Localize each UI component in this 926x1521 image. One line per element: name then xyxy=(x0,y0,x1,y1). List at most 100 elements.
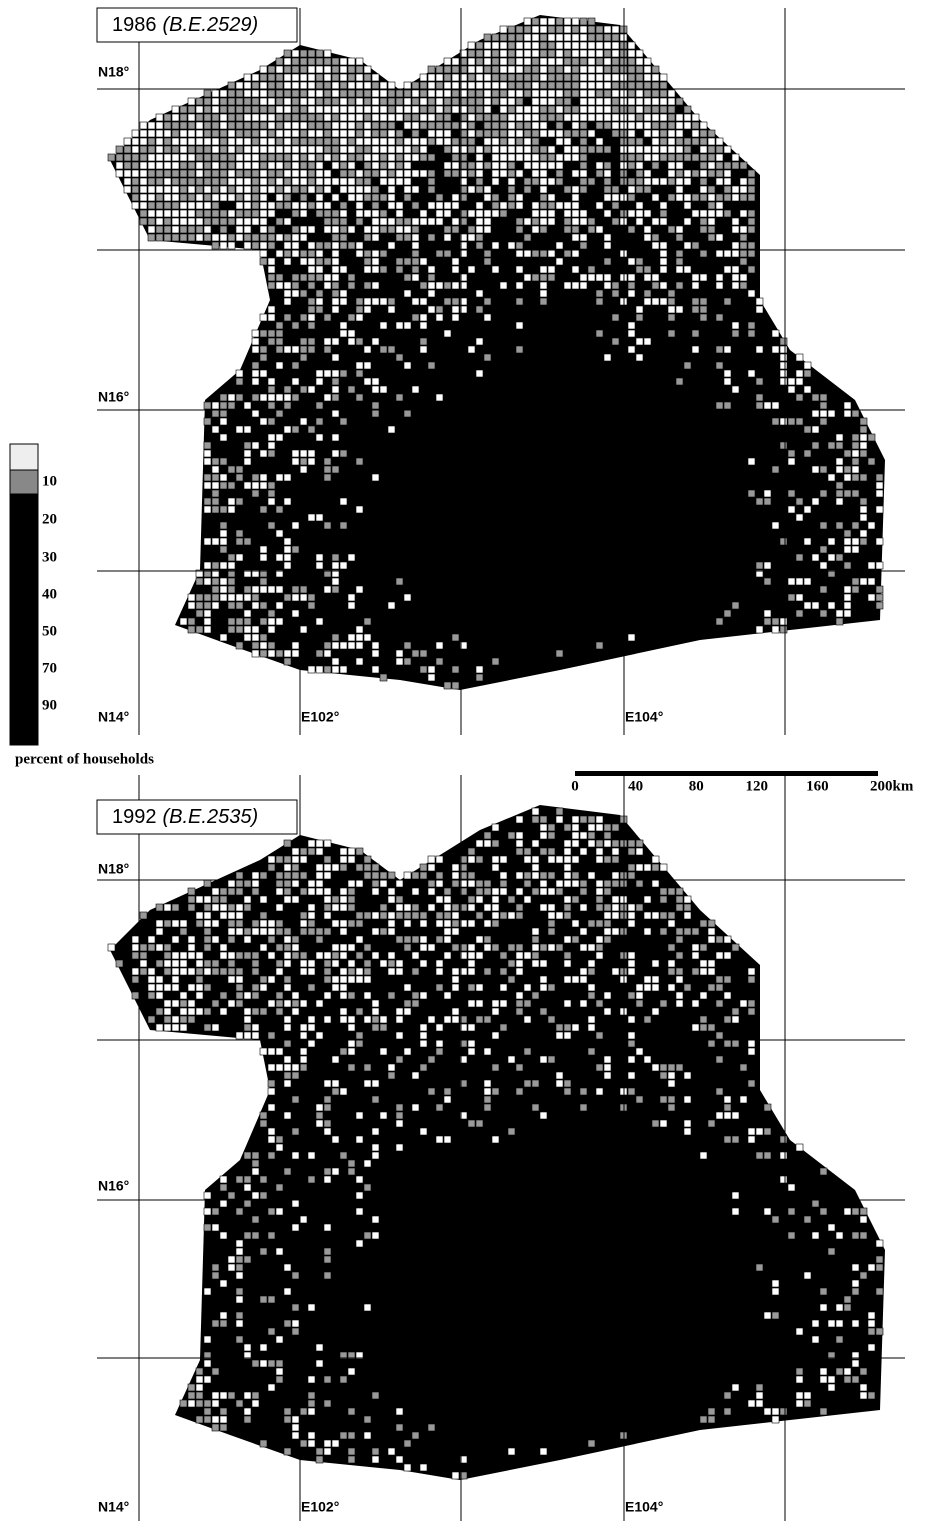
cell xyxy=(171,999,180,1008)
cell xyxy=(563,185,572,194)
cell xyxy=(547,89,556,98)
cell xyxy=(867,561,876,570)
cell xyxy=(211,561,220,570)
cell xyxy=(147,225,156,234)
cell xyxy=(467,65,476,74)
cell xyxy=(859,1391,868,1400)
cell xyxy=(139,129,148,138)
cell xyxy=(235,369,244,378)
cell xyxy=(595,121,604,130)
cell xyxy=(211,137,220,146)
cell xyxy=(547,73,556,82)
cell xyxy=(587,57,596,66)
cell xyxy=(203,617,212,626)
cell xyxy=(595,887,604,896)
cell xyxy=(339,153,348,162)
cell xyxy=(531,943,540,952)
cell xyxy=(339,233,348,242)
cell xyxy=(339,89,348,98)
cell xyxy=(363,871,372,880)
cell xyxy=(507,831,516,840)
cell xyxy=(195,169,204,178)
cell xyxy=(523,153,532,162)
cell xyxy=(187,1015,196,1024)
cell xyxy=(627,257,636,266)
cell xyxy=(379,193,388,202)
cell xyxy=(299,1023,308,1032)
cell xyxy=(483,831,492,840)
cell xyxy=(211,129,220,138)
cell xyxy=(283,1055,292,1064)
cell xyxy=(523,41,532,50)
cell xyxy=(627,81,636,90)
cell xyxy=(683,121,692,130)
cell xyxy=(275,145,284,154)
cell xyxy=(307,345,316,354)
cell xyxy=(587,177,596,186)
cell xyxy=(555,65,564,74)
cell xyxy=(195,911,204,920)
cell xyxy=(251,1231,260,1240)
cell xyxy=(387,927,396,936)
cell xyxy=(339,449,348,458)
cell xyxy=(235,217,244,226)
cell xyxy=(483,185,492,194)
cell xyxy=(155,121,164,130)
cell xyxy=(555,1031,564,1040)
cell xyxy=(307,89,316,98)
cell xyxy=(315,297,324,306)
cell xyxy=(403,185,412,194)
cell xyxy=(251,1151,260,1160)
cell xyxy=(155,983,164,992)
cell xyxy=(267,233,276,242)
cell xyxy=(475,65,484,74)
cell xyxy=(267,1327,276,1336)
cell xyxy=(371,871,380,880)
cell xyxy=(595,225,604,234)
cell xyxy=(283,113,292,122)
cell xyxy=(347,113,356,122)
cell xyxy=(563,863,572,872)
cell xyxy=(267,201,276,210)
cell xyxy=(211,1423,220,1432)
cell xyxy=(363,1303,372,1312)
cell xyxy=(227,975,236,984)
cell xyxy=(379,217,388,226)
cell xyxy=(267,257,276,266)
cell xyxy=(251,193,260,202)
cell xyxy=(699,967,708,976)
cell xyxy=(627,129,636,138)
cell xyxy=(419,337,428,346)
cell xyxy=(283,927,292,936)
cell xyxy=(667,943,676,952)
cell xyxy=(515,991,524,1000)
cell xyxy=(635,991,644,1000)
cell xyxy=(715,177,724,186)
cell xyxy=(211,1415,220,1424)
cell xyxy=(339,967,348,976)
cell xyxy=(435,89,444,98)
cell xyxy=(515,129,524,138)
cell xyxy=(275,281,284,290)
cell xyxy=(331,297,340,306)
cell xyxy=(771,345,780,354)
cell xyxy=(443,121,452,130)
cell xyxy=(763,497,772,506)
cell xyxy=(867,1263,876,1272)
cell xyxy=(467,999,476,1008)
cell xyxy=(219,481,228,490)
cell xyxy=(755,1383,764,1392)
cell xyxy=(283,169,292,178)
cell xyxy=(235,1399,244,1408)
cell xyxy=(171,959,180,968)
cell xyxy=(451,1471,460,1480)
cell xyxy=(387,137,396,146)
cell xyxy=(395,1119,404,1128)
cell xyxy=(323,153,332,162)
cell xyxy=(571,81,580,90)
cell xyxy=(251,991,260,1000)
cell xyxy=(363,959,372,968)
cell xyxy=(131,161,140,170)
cell xyxy=(291,871,300,880)
cell xyxy=(699,249,708,258)
